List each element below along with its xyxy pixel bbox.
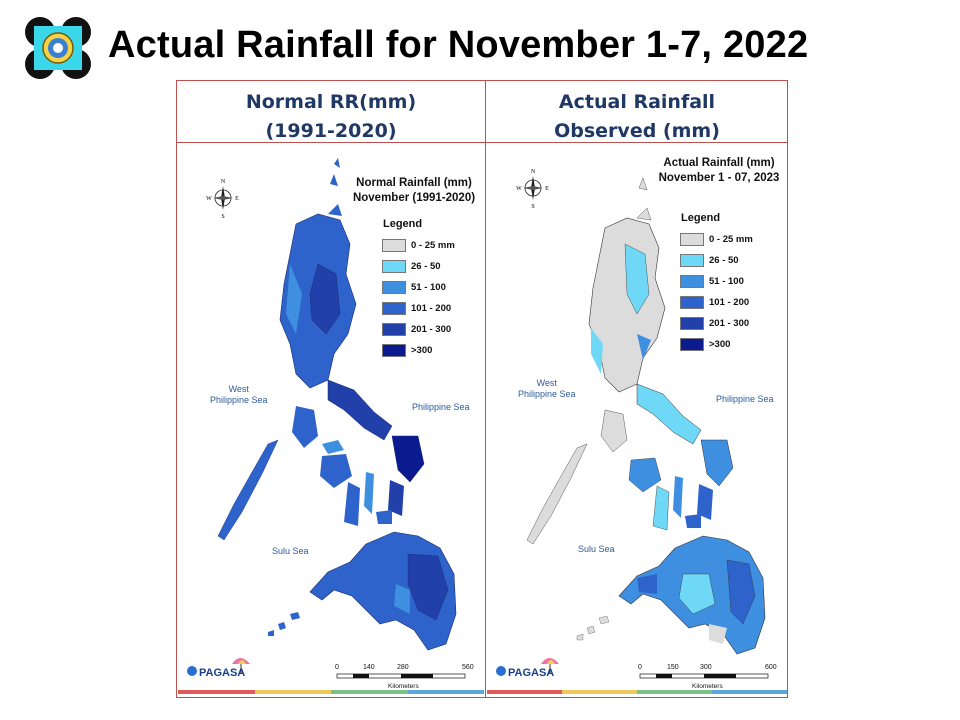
frame-divider-vertical (485, 80, 486, 698)
right-map-title-line2: November 1 - 07, 2023 (658, 172, 780, 184)
legend-label: 201 - 300 (411, 323, 452, 335)
legend-label: >300 (411, 344, 433, 356)
left-sea-west-text: West Philippine Sea (210, 384, 268, 405)
legend-label: 101 - 200 (709, 296, 750, 308)
right-sea-label-east: Philippine Sea (716, 394, 774, 404)
left-scale-tick: 560 (462, 664, 474, 671)
legend-swatch (382, 301, 406, 315)
left-sea-label-sulu: Sulu Sea (272, 546, 309, 556)
left-scale-unit: Kilometers (388, 683, 419, 690)
svg-text:E: E (545, 186, 549, 192)
right-legend-item: 0 - 25 mm (680, 232, 753, 246)
svg-text:S: S (531, 204, 534, 210)
legend-label: 201 - 300 (709, 317, 750, 329)
page-title: Actual Rainfall for November 1-7, 2022 (108, 24, 809, 66)
left-map-title-line1: Normal Rainfall (mm) (356, 177, 472, 189)
legend-label: 0 - 25 mm (709, 233, 753, 245)
left-legend-item: 101 - 200 (382, 301, 451, 315)
legend-swatch (680, 274, 704, 288)
pagasa-seal-icon (25, 17, 91, 79)
legend-label: 51 - 100 (411, 281, 446, 293)
legend-swatch (382, 238, 406, 252)
right-scale-tick: 150 (667, 664, 679, 671)
legend-label: 26 - 50 (709, 254, 739, 266)
right-panel-header: Actual Rainfall Observed (mm) (487, 88, 787, 146)
left-legend-title: Legend (383, 218, 423, 230)
philippines-normal-rainfall-map (217, 158, 457, 651)
right-legend-title: Legend (681, 212, 721, 224)
right-scale-tick: 0 (638, 664, 642, 671)
left-scale-bar (336, 673, 466, 679)
svg-text:W: W (516, 186, 522, 192)
left-map-title: Normal Rainfall (mm) November (1991-2020… (350, 176, 478, 206)
left-scale-tick: 280 (397, 664, 409, 671)
right-legend-item: 51 - 100 (680, 274, 744, 288)
left-header-line2: (1991-2020) (265, 120, 397, 142)
legend-label: 51 - 100 (709, 275, 744, 287)
svg-text:W: W (206, 196, 212, 202)
right-legend-item: 101 - 200 (680, 295, 749, 309)
legend-swatch (680, 295, 704, 309)
right-legend-item: >300 (680, 337, 730, 351)
right-scale-tick: 600 (765, 664, 777, 671)
legend-swatch (382, 322, 406, 336)
right-scale-tick: 300 (700, 664, 712, 671)
legend-label: 101 - 200 (411, 302, 452, 314)
compass-rose-icon: N W E S (516, 169, 549, 210)
legend-label: 0 - 25 mm (411, 239, 455, 251)
right-header-line2: Observed (mm) (554, 120, 720, 142)
legend-label: 26 - 50 (411, 260, 441, 272)
right-legend-item: 26 - 50 (680, 253, 739, 267)
legend-swatch (680, 232, 704, 246)
left-color-strip (178, 690, 484, 694)
compass-rose-icon: N W E S (206, 179, 239, 220)
svg-text:S: S (221, 214, 224, 220)
svg-text:N: N (531, 169, 536, 175)
right-legend-item: 201 - 300 (680, 316, 749, 330)
frame-divider-horizontal (176, 142, 788, 143)
legend-swatch (680, 316, 704, 330)
right-brand-text: PAGASA (508, 667, 554, 679)
legend-label: >300 (709, 338, 731, 350)
left-panel-header: Normal RR(mm) (1991-2020) (178, 88, 484, 146)
svg-text:N: N (221, 179, 226, 185)
left-sea-label-west: West Philippine Sea (210, 384, 268, 406)
pagasa-logo-icon: PAGASA (187, 658, 250, 679)
right-color-strip (487, 690, 787, 694)
maps-frame (176, 80, 788, 698)
right-scale-unit: Kilometers (692, 683, 723, 690)
philippines-actual-rainfall-map (526, 177, 766, 655)
left-legend-item: 51 - 100 (382, 280, 446, 294)
left-legend-item: 0 - 25 mm (382, 238, 455, 252)
legend-swatch (680, 337, 704, 351)
right-scale-bar (639, 673, 769, 679)
left-scale-tick: 0 (335, 664, 339, 671)
right-header-line1: Actual Rainfall (558, 91, 716, 113)
left-sea-label-east: Philippine Sea (412, 402, 470, 412)
right-sea-west-text: West Philippine Sea (518, 378, 576, 399)
left-map-title-line2: November (1991-2020) (352, 192, 476, 204)
right-map-title-line1: Actual Rainfall (mm) (663, 157, 775, 169)
svg-text:E: E (235, 196, 239, 202)
legend-swatch (382, 280, 406, 294)
legend-swatch (382, 259, 406, 273)
left-header-line1: Normal RR(mm) (245, 91, 417, 113)
left-legend-item: >300 (382, 343, 432, 357)
left-scale-tick: 140 (363, 664, 375, 671)
right-sea-label-sulu: Sulu Sea (578, 544, 615, 554)
left-legend-item: 26 - 50 (382, 259, 441, 273)
pagasa-logo-icon: PAGASA (496, 658, 559, 679)
left-brand-text: PAGASA (199, 667, 245, 679)
right-sea-label-west: West Philippine Sea (518, 378, 576, 400)
legend-swatch (382, 343, 406, 357)
right-map-title: Actual Rainfall (mm) November 1 - 07, 20… (654, 156, 784, 186)
left-legend-item: 201 - 300 (382, 322, 451, 336)
legend-swatch (680, 253, 704, 267)
